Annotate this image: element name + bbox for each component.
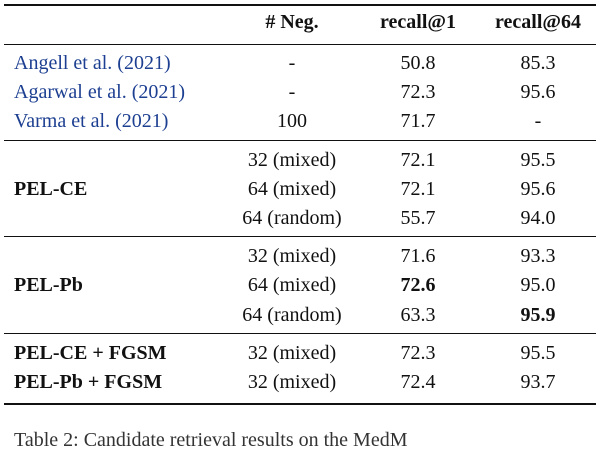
- cell: 93.7: [520, 371, 556, 393]
- cell: 32 (mixed): [247, 148, 337, 171]
- cell: 72.1: [400, 148, 436, 171]
- cell: -: [288, 81, 296, 104]
- cell: 64 (random): [242, 207, 342, 229]
- header-cell: # Neg.: [265, 11, 319, 33]
- group-label: PEL-CE: [14, 177, 88, 200]
- cell: 32 (mixed): [247, 341, 337, 364]
- cell: 32 (mixed): [247, 371, 337, 393]
- rule: [4, 403, 596, 406]
- cell: -: [534, 110, 542, 133]
- rule: [4, 139, 596, 141]
- cell: 50.8: [400, 52, 436, 74]
- cell: 64 (random): [242, 303, 342, 326]
- cell: 95.5: [520, 148, 556, 171]
- cell: 72.6: [400, 274, 436, 297]
- row-label: Angell et al. (2021): [14, 52, 171, 74]
- header-cell: recall@1: [380, 11, 456, 33]
- cell: 93.3: [520, 245, 556, 268]
- caption: Table 2: Candidate retrieval results on …: [14, 429, 408, 452]
- cell: 72.3: [400, 341, 436, 364]
- row-label: PEL-Pb + FGSM: [14, 371, 163, 393]
- rule: [4, 4, 596, 6]
- cell: 64 (mixed): [247, 274, 337, 297]
- cell: 94.0: [520, 207, 556, 229]
- cell: 95.9: [520, 303, 556, 326]
- cell: 95.6: [520, 81, 556, 104]
- header-cell: recall@64: [495, 11, 581, 33]
- cell: 55.7: [400, 207, 436, 229]
- cell: 95.0: [520, 274, 556, 297]
- cell: 95.5: [520, 341, 556, 364]
- cell: 71.7: [400, 110, 436, 133]
- row-label: Agarwal et al. (2021): [14, 81, 186, 104]
- cell: 72.1: [400, 177, 436, 200]
- cell: 71.6: [400, 245, 436, 268]
- rule: [4, 332, 596, 334]
- cell: 100: [277, 110, 307, 133]
- rule: [4, 44, 596, 45]
- row-label: PEL-CE + FGSM: [14, 341, 167, 364]
- rule: [4, 236, 596, 238]
- page: # Neg. recall@1 recall@64 Angell et al. (20…: [4, 4, 596, 452]
- cell: 72.3: [400, 81, 436, 104]
- group-label: PEL-Pb: [14, 274, 83, 297]
- cell: 63.3: [400, 303, 436, 326]
- row-label: Varma et al. (2021): [14, 110, 169, 133]
- cell: 72.4: [400, 371, 436, 393]
- cell: 32 (mixed): [247, 245, 337, 268]
- cell: 95.6: [520, 177, 556, 200]
- cell: 64 (mixed): [247, 177, 337, 200]
- cell: 85.3: [520, 52, 556, 74]
- cell: -: [288, 52, 296, 74]
